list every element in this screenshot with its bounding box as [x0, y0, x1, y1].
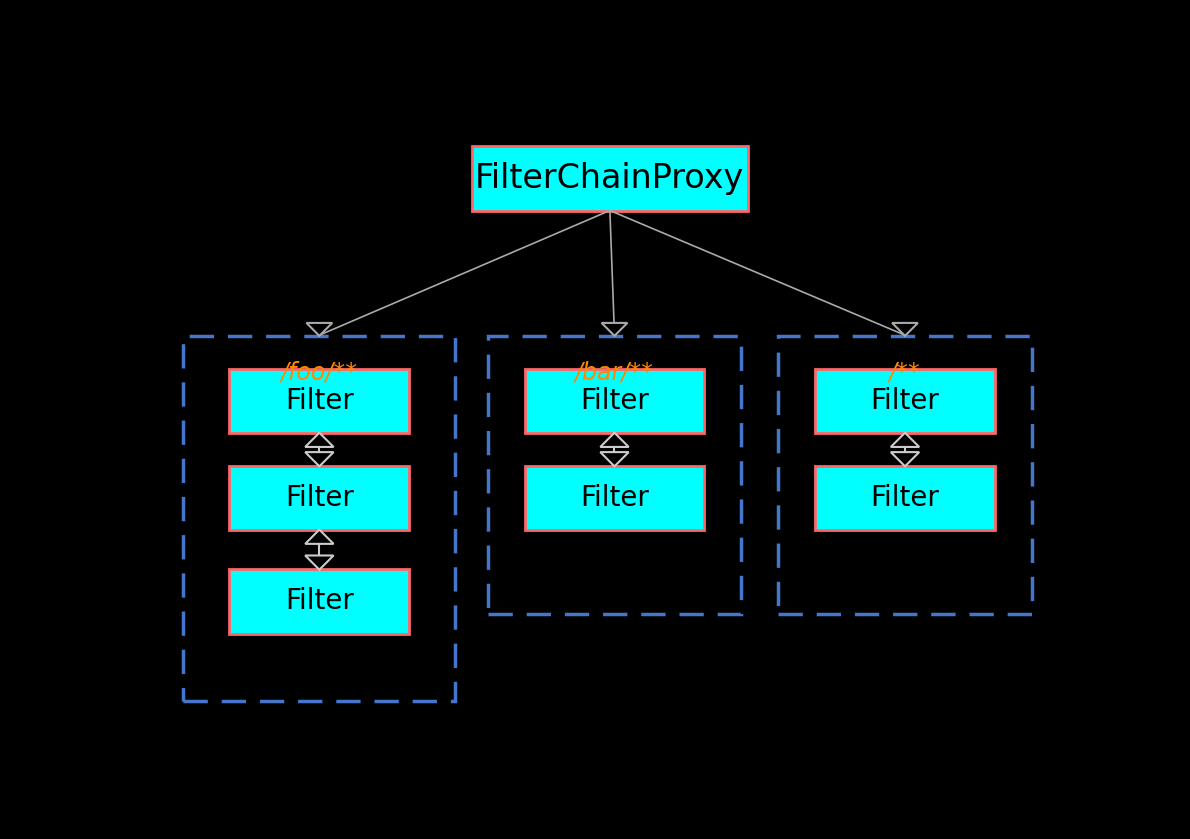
Polygon shape: [892, 323, 917, 336]
Bar: [815, 369, 995, 434]
Bar: [471, 146, 749, 211]
Bar: [183, 336, 456, 701]
Polygon shape: [891, 433, 919, 447]
Text: FilterChainProxy: FilterChainProxy: [475, 162, 745, 195]
Bar: [525, 466, 704, 530]
Polygon shape: [602, 323, 627, 336]
Text: /bar/**: /bar/**: [575, 360, 654, 384]
Text: Filter: Filter: [871, 387, 939, 415]
Bar: [230, 369, 409, 434]
Polygon shape: [305, 555, 333, 570]
Text: Filter: Filter: [284, 484, 353, 512]
Bar: [525, 369, 704, 434]
Bar: [230, 569, 409, 633]
Text: /**: /**: [889, 360, 921, 384]
Bar: [230, 466, 409, 530]
Text: Filter: Filter: [580, 387, 649, 415]
Text: Filter: Filter: [284, 587, 353, 615]
Polygon shape: [305, 433, 333, 447]
Bar: [778, 336, 1032, 614]
Bar: [815, 466, 995, 530]
Polygon shape: [600, 433, 628, 447]
Polygon shape: [305, 452, 333, 466]
Bar: [488, 336, 741, 614]
Text: Filter: Filter: [871, 484, 939, 512]
Polygon shape: [600, 452, 628, 466]
Text: /foo/**: /foo/**: [281, 360, 358, 384]
Text: Filter: Filter: [580, 484, 649, 512]
Polygon shape: [307, 323, 332, 336]
Polygon shape: [891, 452, 919, 466]
Text: Filter: Filter: [284, 387, 353, 415]
Polygon shape: [305, 529, 333, 544]
